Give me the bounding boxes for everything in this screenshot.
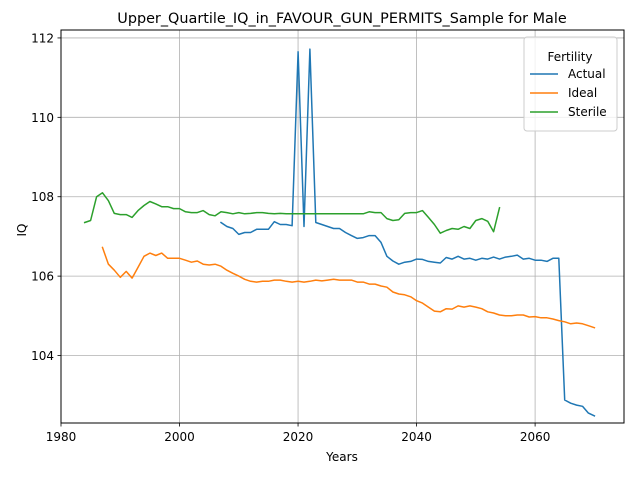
x-axis: 1980 2000 2020 2040 2060	[46, 423, 551, 444]
plot-frame	[60, 29, 625, 424]
x-tick-label: 1980	[46, 430, 77, 444]
legend-title: Fertility	[547, 50, 592, 64]
legend-label-sterile: Sterile	[568, 105, 607, 119]
y-tick-label: 112	[31, 31, 54, 45]
series-line-ideal	[101, 246, 596, 329]
x-tick-label: 2040	[401, 430, 432, 444]
x-tick-label: 2060	[520, 430, 551, 444]
y-tick-label: 104	[31, 349, 54, 363]
y-axis: 104 106 108 110 112	[31, 31, 61, 363]
y-tick-label: 110	[31, 111, 54, 125]
chart-title: Upper_Quartile_IQ_in_FAVOUR_GUN_PERMITS_…	[117, 11, 567, 27]
x-axis-title: Years	[325, 450, 358, 464]
legend: Fertility Actual Ideal Sterile	[523, 36, 618, 132]
x-tick-label: 2020	[283, 430, 314, 444]
y-tick-label: 108	[31, 190, 54, 204]
series-line-actual	[219, 48, 596, 417]
legend-label-ideal: Ideal	[568, 86, 597, 100]
y-tick-label: 106	[31, 270, 54, 284]
series-line-sterile	[83, 192, 501, 234]
legend-box	[523, 36, 618, 132]
series-lines	[83, 48, 596, 417]
x-tick-label: 2000	[164, 430, 195, 444]
legend-label-actual: Actual	[568, 67, 606, 81]
y-axis-title: IQ	[15, 224, 29, 237]
